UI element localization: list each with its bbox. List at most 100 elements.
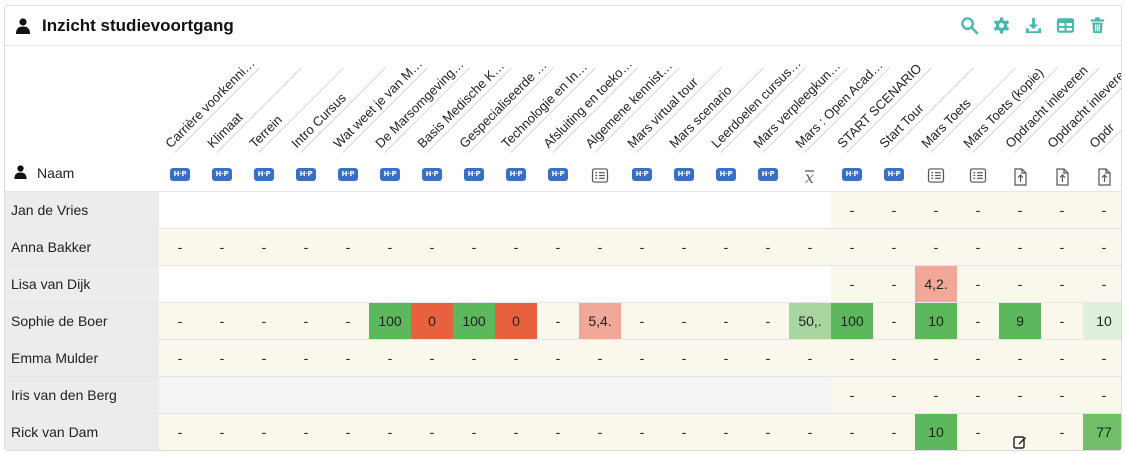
- grade-cell[interactable]: 10: [915, 303, 957, 339]
- grade-cell[interactable]: [285, 377, 327, 413]
- grade-cell[interactable]: [369, 377, 411, 413]
- grade-cell[interactable]: [411, 377, 453, 413]
- grade-cell[interactable]: -: [915, 229, 957, 265]
- grade-cell[interactable]: [705, 266, 747, 302]
- grade-cell[interactable]: [201, 377, 243, 413]
- grade-cell[interactable]: -: [453, 229, 495, 265]
- grade-cell[interactable]: -: [369, 414, 411, 450]
- grade-cell[interactable]: -: [1041, 229, 1083, 265]
- grade-cell[interactable]: -: [1041, 192, 1083, 228]
- grade-cell[interactable]: -: [1083, 377, 1121, 413]
- grade-cell[interactable]: -: [831, 414, 873, 450]
- grade-cell[interactable]: -: [327, 340, 369, 376]
- grade-cell[interactable]: [705, 377, 747, 413]
- grade-cell[interactable]: -: [873, 414, 915, 450]
- grade-cell[interactable]: 10: [915, 414, 957, 450]
- grade-cell[interactable]: [579, 377, 621, 413]
- grade-cell[interactable]: [621, 192, 663, 228]
- grade-cell[interactable]: [411, 192, 453, 228]
- column-header[interactable]: Mars virtual tour H·P: [621, 46, 722, 191]
- grade-cell[interactable]: [789, 266, 831, 302]
- grade-cell[interactable]: -: [957, 303, 999, 339]
- column-header[interactable]: Klimaat H·P: [201, 46, 302, 191]
- grade-cell[interactable]: -: [579, 340, 621, 376]
- grade-cell[interactable]: -: [537, 414, 579, 450]
- grade-cell[interactable]: -: [621, 414, 663, 450]
- grade-cell[interactable]: -: [243, 340, 285, 376]
- grade-cell[interactable]: [621, 266, 663, 302]
- grade-cell[interactable]: -: [1041, 340, 1083, 376]
- grade-cell[interactable]: [285, 266, 327, 302]
- grade-cell[interactable]: 100: [453, 303, 495, 339]
- grade-cell[interactable]: [327, 377, 369, 413]
- grade-cell[interactable]: -: [285, 303, 327, 339]
- grade-cell[interactable]: -: [747, 414, 789, 450]
- grade-cell[interactable]: -: [663, 229, 705, 265]
- grade-cell[interactable]: -: [999, 340, 1041, 376]
- grade-cell[interactable]: -: [621, 303, 663, 339]
- column-header[interactable]: Afsluiting en toekom... H·P: [537, 46, 638, 191]
- column-header[interactable]: Mars Toets: [915, 46, 1016, 191]
- grade-cell[interactable]: -: [873, 229, 915, 265]
- grade-cell[interactable]: -: [579, 414, 621, 450]
- column-header[interactable]: START SCENARIO H·P: [831, 46, 932, 191]
- grade-cell[interactable]: [747, 192, 789, 228]
- grade-cell[interactable]: -: [915, 192, 957, 228]
- grade-cell[interactable]: -: [789, 414, 831, 450]
- grade-cell[interactable]: [369, 192, 411, 228]
- grade-cell[interactable]: -: [1041, 303, 1083, 339]
- grade-cell[interactable]: -: [873, 340, 915, 376]
- name-column-header[interactable]: Naam: [5, 46, 159, 191]
- grade-cell[interactable]: -: [201, 414, 243, 450]
- grade-cell[interactable]: [243, 192, 285, 228]
- student-name[interactable]: Rick van Dam: [5, 414, 159, 450]
- column-header[interactable]: Carrière voorkennis... H·P: [159, 46, 260, 191]
- grade-cell[interactable]: -: [495, 340, 537, 376]
- grade-cell[interactable]: -: [453, 340, 495, 376]
- grade-cell[interactable]: [243, 266, 285, 302]
- grade-cell[interactable]: -: [537, 229, 579, 265]
- grade-cell[interactable]: [201, 192, 243, 228]
- grade-cell[interactable]: -: [747, 229, 789, 265]
- grade-cell[interactable]: -: [159, 340, 201, 376]
- grade-cell[interactable]: -: [159, 414, 201, 450]
- grade-cell[interactable]: -: [831, 377, 873, 413]
- search-icon[interactable]: [960, 16, 979, 35]
- grade-cell[interactable]: -: [705, 229, 747, 265]
- grade-cell[interactable]: -: [957, 266, 999, 302]
- grade-cell[interactable]: -: [747, 303, 789, 339]
- grade-cell[interactable]: -: [705, 303, 747, 339]
- grade-cell[interactable]: -: [705, 414, 747, 450]
- grade-cell[interactable]: -: [201, 340, 243, 376]
- grade-cell[interactable]: [159, 192, 201, 228]
- grade-cell[interactable]: -: [789, 340, 831, 376]
- grade-cell[interactable]: [789, 377, 831, 413]
- column-header[interactable]: Terrein H·P: [243, 46, 344, 191]
- grade-cell[interactable]: [159, 266, 201, 302]
- grade-cell[interactable]: [327, 192, 369, 228]
- grade-cell[interactable]: [411, 266, 453, 302]
- student-name[interactable]: Iris van den Berg: [5, 377, 159, 413]
- grade-cell[interactable]: 4,2.: [915, 266, 957, 302]
- trash-icon[interactable]: [1088, 16, 1107, 35]
- column-header[interactable]: Start Tour H·P: [873, 46, 974, 191]
- grade-cell[interactable]: 77: [1083, 414, 1121, 450]
- grade-cell[interactable]: -: [957, 229, 999, 265]
- grade-cell[interactable]: -: [663, 340, 705, 376]
- column-header[interactable]: Intro Cursus H·P: [285, 46, 386, 191]
- grade-cell[interactable]: [705, 192, 747, 228]
- grade-cell[interactable]: -: [285, 414, 327, 450]
- grade-cell[interactable]: 100: [369, 303, 411, 339]
- student-name[interactable]: Jan de Vries: [5, 192, 159, 228]
- grade-cell[interactable]: -: [873, 192, 915, 228]
- grade-cell[interactable]: [537, 266, 579, 302]
- grade-cell[interactable]: [621, 377, 663, 413]
- student-name[interactable]: Lisa van Dijk: [5, 266, 159, 302]
- grade-cell[interactable]: -: [243, 303, 285, 339]
- grade-cell[interactable]: [495, 377, 537, 413]
- grade-cell[interactable]: -: [327, 229, 369, 265]
- grade-cell[interactable]: -: [831, 266, 873, 302]
- grade-cell[interactable]: -: [369, 229, 411, 265]
- column-header[interactable]: Leerdoelen cursusbre... H·P: [705, 46, 806, 191]
- grade-cell[interactable]: -: [327, 303, 369, 339]
